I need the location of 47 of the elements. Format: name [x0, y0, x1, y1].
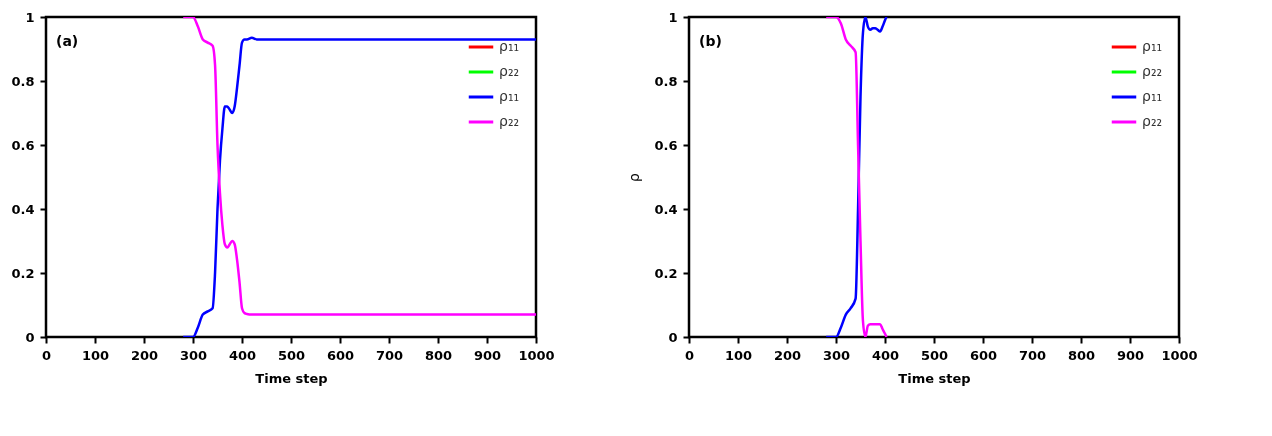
y-tick-label: 0.2 — [11, 265, 35, 281]
y-tick-label: 1 — [25, 9, 35, 25]
x-tick-label: 100 — [81, 347, 110, 363]
x-tick-label: 800 — [424, 347, 453, 363]
y-tick-label: 0.4 — [654, 201, 678, 217]
x-tick-label: 1000 — [518, 347, 555, 363]
y-tick-label: 0.6 — [654, 137, 678, 153]
y-tick-label: 0.4 — [11, 201, 35, 217]
legend-label: ρ₂₂ — [1142, 113, 1163, 129]
x-tick-label: 100 — [724, 347, 753, 363]
y-axis-title: ρ — [626, 172, 643, 182]
x-tick-label: 600 — [326, 347, 355, 363]
x-tick-label: 700 — [375, 347, 404, 363]
x-tick-label: 300 — [822, 347, 851, 363]
x-tick-label: 0 — [684, 347, 695, 363]
x-tick-label: 400 — [871, 347, 900, 363]
y-tick-label: 0.2 — [654, 265, 678, 281]
legend-label: ρ₁₁ — [499, 38, 520, 54]
y-tick-label: 1 — [668, 9, 678, 25]
y-tick-label: 0.8 — [11, 73, 35, 89]
x-tick-label: 200 — [773, 347, 802, 363]
x-axis-title: Time step — [898, 370, 971, 386]
x-tick-label: 300 — [179, 347, 208, 363]
x-tick-label: 800 — [1067, 347, 1096, 363]
y-tick-label: 0 — [25, 329, 35, 345]
x-tick-label: 500 — [920, 347, 949, 363]
x-tick-label: 900 — [1116, 347, 1145, 363]
x-tick-label: 1000 — [1161, 347, 1198, 363]
x-tick-label: 700 — [1018, 347, 1047, 363]
legend-label: ρ₂₂ — [499, 63, 520, 79]
x-tick-label: 0 — [41, 347, 52, 363]
legend-label: ρ₁₁ — [499, 88, 520, 104]
x-tick-label: 400 — [228, 347, 257, 363]
legend-label: ρ₂₂ — [1142, 63, 1163, 79]
legend-label: ρ₂₂ — [499, 113, 520, 129]
x-tick-label: 500 — [277, 347, 306, 363]
x-axis-title: Time step — [255, 370, 328, 386]
y-tick-label: 0.8 — [654, 73, 678, 89]
legend-label: ρ₁₁ — [1142, 38, 1163, 54]
annotation: (b) — [699, 33, 722, 49]
x-tick-label: 900 — [473, 347, 502, 363]
x-tick-label: 600 — [969, 347, 998, 363]
x-tick-label: 200 — [130, 347, 159, 363]
annotation: (a) — [56, 33, 79, 49]
legend-label: ρ₁₁ — [1142, 88, 1163, 104]
y-tick-label: 0 — [668, 329, 678, 345]
y-tick-label: 0.6 — [11, 137, 35, 153]
